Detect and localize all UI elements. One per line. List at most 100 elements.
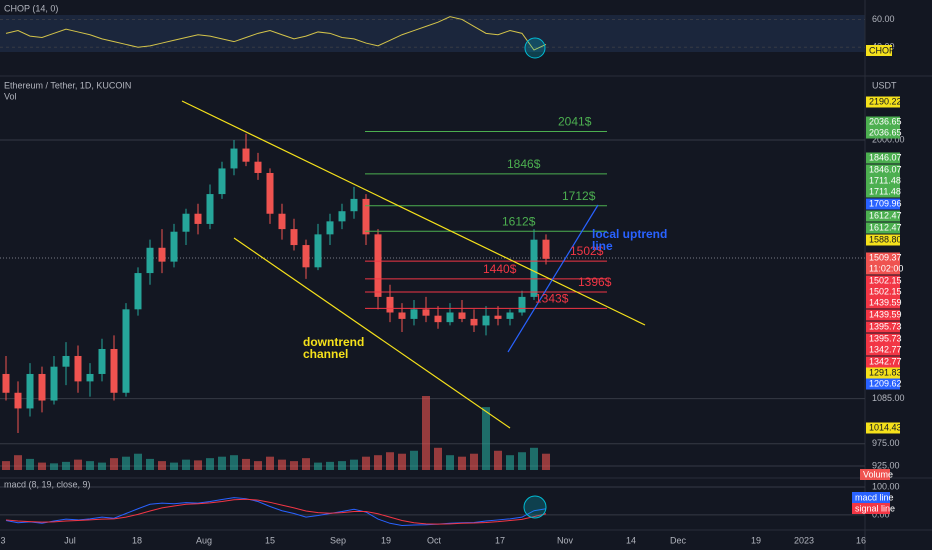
volume-bar: [254, 461, 262, 470]
volume-bar: [194, 460, 202, 470]
volume-bar: [542, 453, 550, 470]
macd-line: [5, 497, 547, 527]
volume-bar: [350, 459, 358, 470]
y-tick-label: 975.00: [872, 438, 900, 448]
candle-body: [278, 213, 286, 230]
volume-bar: [158, 461, 166, 470]
candle-body: [218, 168, 226, 195]
candle-body: [386, 296, 394, 313]
annotation: downtrend: [303, 335, 364, 349]
candle-body: [14, 392, 22, 409]
volume-bar: [374, 455, 382, 470]
price-badge: [866, 286, 900, 298]
price-badge: [866, 198, 900, 210]
level-label: 1502$: [570, 244, 604, 258]
level-label: 2041$: [558, 115, 592, 129]
volume-bar: [134, 453, 142, 470]
volume-bar: [278, 459, 286, 470]
price-badge: [866, 186, 900, 198]
candle-body: [170, 231, 178, 262]
candle-body: [230, 148, 238, 169]
annotation: channel: [303, 347, 348, 361]
date-label: 19: [381, 535, 391, 545]
candle-body: [62, 355, 70, 367]
level-label: 1343$: [535, 292, 569, 306]
trend-line: [181, 100, 646, 326]
volume-bar: [422, 396, 430, 470]
date-label: 18: [132, 535, 142, 545]
candle-body: [86, 373, 94, 382]
vol-title: Vol: [4, 91, 17, 101]
volume-bar: [62, 461, 70, 470]
candle-body: [518, 296, 526, 313]
date-label: Aug: [196, 535, 212, 545]
price-badge: [866, 263, 900, 275]
price-badge-text: 1711.48: [869, 186, 901, 196]
volume-bar: [470, 453, 478, 470]
price-badge-text: 1709.96: [869, 198, 902, 208]
volume-bar: [110, 458, 118, 470]
volume-bar: [26, 458, 34, 470]
price-badge: [866, 96, 900, 108]
highlight-circle: [523, 495, 547, 519]
price-badge-text: 2190.22: [869, 96, 902, 106]
price-badge: [866, 127, 900, 139]
candle-body: [542, 239, 550, 259]
date-label: Oct: [427, 535, 442, 545]
candle-body: [158, 247, 166, 262]
volume-bar: [530, 447, 538, 470]
candle-body: [110, 348, 118, 393]
price-badge-text: 1395.73: [869, 321, 902, 331]
chop-badge-text: CHOP: [869, 45, 895, 55]
price-badge: [866, 321, 900, 333]
volume-bar: [338, 461, 346, 470]
volume-badge: [860, 469, 890, 480]
macd-badge-text: signal line: [855, 503, 895, 513]
date-label: Jul: [64, 535, 76, 545]
candle-body: [422, 309, 430, 316]
candle-body: [2, 373, 10, 393]
price-badge-text: 1846.07: [869, 152, 902, 162]
price-badge: [866, 344, 900, 356]
price-badge: [866, 175, 900, 187]
date-label: 19: [751, 535, 761, 545]
date-label: 2023: [794, 535, 814, 545]
chop-band: [0, 15, 865, 52]
y-tick-label: 0.00: [872, 509, 890, 519]
volume-bar: [230, 455, 238, 470]
date-label: 17: [495, 535, 505, 545]
price-badge: [866, 252, 900, 264]
candle-body: [434, 315, 442, 323]
volume-bar: [98, 462, 106, 470]
candle-body: [362, 198, 370, 235]
y-tick-label: 1085.00: [872, 393, 905, 403]
candle-body: [350, 198, 358, 212]
y-tick-label: 60.00: [872, 14, 895, 24]
y-tick-label: 2000.00: [872, 134, 905, 144]
candle-body: [338, 211, 346, 222]
price-badge: [866, 333, 900, 345]
candle-body: [38, 373, 46, 401]
volume-bar: [2, 461, 10, 470]
level-label: 1396$: [578, 275, 612, 289]
price-badge-text: 1342.77: [869, 344, 902, 354]
candle-body: [410, 309, 418, 319]
date-label: 14: [626, 535, 636, 545]
price-badge: [866, 378, 900, 390]
volume-bar: [206, 458, 214, 470]
chop-line: [5, 16, 547, 51]
candle-body: [266, 172, 274, 214]
trend-line: [507, 204, 599, 353]
plot: [0, 16, 865, 527]
price-badge-text: 2036.65: [869, 116, 902, 126]
candle-body: [482, 315, 490, 326]
level-label: 1846$: [507, 157, 541, 171]
macd-line: [5, 498, 547, 525]
candle-body: [494, 315, 502, 319]
macd-badge: [852, 503, 890, 514]
volume-bar: [398, 453, 406, 470]
volume-bar: [38, 462, 46, 470]
y-tick-label: 925.00: [872, 460, 900, 470]
level-label: 1440$: [483, 262, 517, 276]
